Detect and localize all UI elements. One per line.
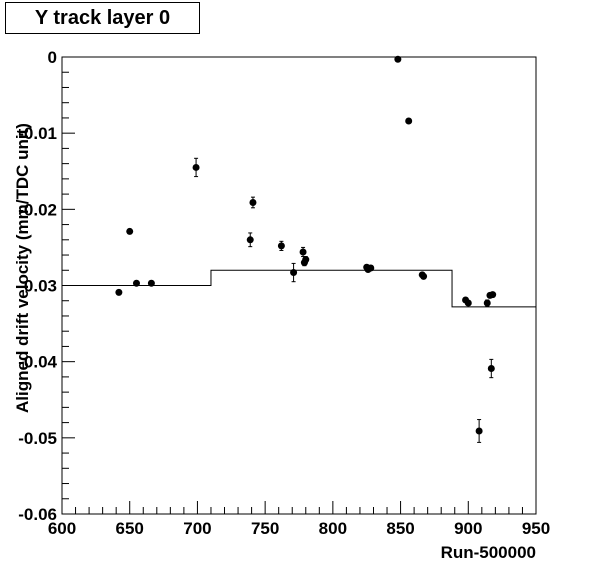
data-point xyxy=(302,256,310,264)
data-point xyxy=(249,198,257,206)
x-axis-title: Run-500000 xyxy=(441,543,536,562)
y-tick-label: -0.01 xyxy=(18,124,57,143)
data-point xyxy=(147,279,155,287)
step-line xyxy=(62,269,536,308)
x-tick-label: 950 xyxy=(522,519,550,538)
data-point xyxy=(394,55,402,63)
data-point xyxy=(132,279,140,287)
x-tick-label: 850 xyxy=(386,519,414,538)
chart-title: Y track layer 0 xyxy=(5,2,200,34)
data-point xyxy=(487,365,495,373)
data-point xyxy=(115,288,123,296)
x-tick-label: 600 xyxy=(48,519,76,538)
data-point xyxy=(277,242,285,250)
y-axis-title: Aligned drift velocity (mm/TDC unit) xyxy=(13,123,32,413)
data-point xyxy=(483,299,491,307)
data-point xyxy=(405,117,413,125)
data-point xyxy=(192,163,200,171)
data-point xyxy=(299,248,307,256)
y-tick-label: 0 xyxy=(48,48,57,67)
x-tick-label: 900 xyxy=(454,519,482,538)
y-tick-label: -0.03 xyxy=(18,277,57,296)
data-point xyxy=(367,264,375,272)
data-point xyxy=(420,272,428,280)
y-tick-label: -0.05 xyxy=(18,429,57,448)
data-point xyxy=(290,269,298,277)
data-point xyxy=(464,299,472,307)
x-tick-label: 650 xyxy=(116,519,144,538)
y-tick-label: -0.04 xyxy=(18,353,57,372)
y-tick-label: -0.02 xyxy=(18,200,57,219)
x-tick-label: 700 xyxy=(183,519,211,538)
data-point xyxy=(475,427,483,435)
x-tick-label: 750 xyxy=(251,519,279,538)
data-point xyxy=(489,291,497,299)
data-point xyxy=(246,236,254,244)
data-point xyxy=(126,227,134,235)
y-tick-label: -0.06 xyxy=(18,505,57,524)
x-tick-label: 800 xyxy=(319,519,347,538)
